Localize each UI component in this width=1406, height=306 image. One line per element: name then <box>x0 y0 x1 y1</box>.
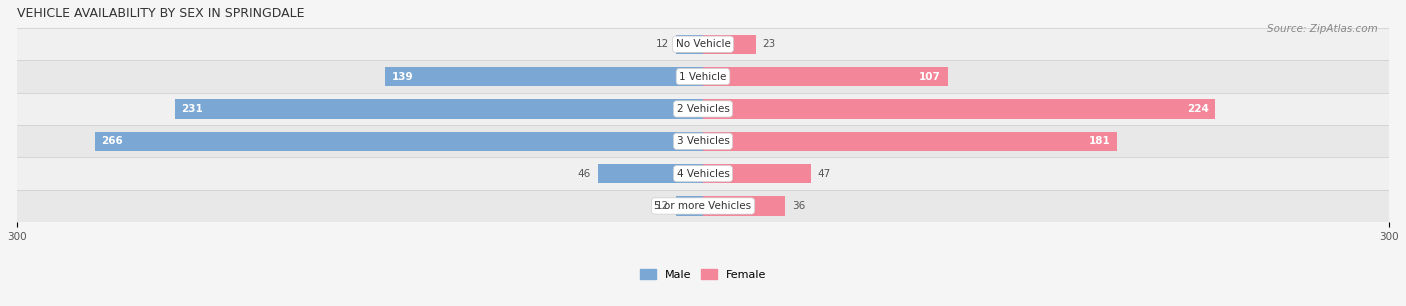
Bar <box>17 190 1389 222</box>
Text: 23: 23 <box>762 39 776 49</box>
Text: 36: 36 <box>792 201 806 211</box>
Bar <box>703 164 810 183</box>
Bar <box>703 67 948 86</box>
Bar <box>703 99 1215 119</box>
Bar <box>17 28 1389 60</box>
Text: 12: 12 <box>655 39 669 49</box>
Bar <box>17 93 1389 125</box>
Text: Source: ZipAtlas.com: Source: ZipAtlas.com <box>1267 24 1378 35</box>
Bar <box>94 132 703 151</box>
Bar <box>675 35 703 54</box>
Text: 2 Vehicles: 2 Vehicles <box>676 104 730 114</box>
Bar <box>703 196 786 216</box>
Bar <box>17 60 1389 93</box>
Bar <box>703 132 1116 151</box>
Text: 231: 231 <box>181 104 204 114</box>
Legend: Male, Female: Male, Female <box>636 265 770 285</box>
Text: 4 Vehicles: 4 Vehicles <box>676 169 730 179</box>
Text: 107: 107 <box>920 72 941 82</box>
Text: 3 Vehicles: 3 Vehicles <box>676 136 730 146</box>
Text: 139: 139 <box>392 72 413 82</box>
Bar <box>598 164 703 183</box>
Bar <box>703 35 755 54</box>
Text: 224: 224 <box>1187 104 1209 114</box>
Text: 1 Vehicle: 1 Vehicle <box>679 72 727 82</box>
Text: 181: 181 <box>1088 136 1111 146</box>
Text: 12: 12 <box>655 201 669 211</box>
Bar <box>675 196 703 216</box>
Text: No Vehicle: No Vehicle <box>675 39 731 49</box>
Text: 266: 266 <box>101 136 124 146</box>
Text: 46: 46 <box>578 169 591 179</box>
Bar <box>17 158 1389 190</box>
Text: 5 or more Vehicles: 5 or more Vehicles <box>654 201 752 211</box>
Bar <box>174 99 703 119</box>
Text: VEHICLE AVAILABILITY BY SEX IN SPRINGDALE: VEHICLE AVAILABILITY BY SEX IN SPRINGDAL… <box>17 7 304 20</box>
Text: 47: 47 <box>817 169 831 179</box>
Bar <box>385 67 703 86</box>
Bar <box>17 125 1389 158</box>
